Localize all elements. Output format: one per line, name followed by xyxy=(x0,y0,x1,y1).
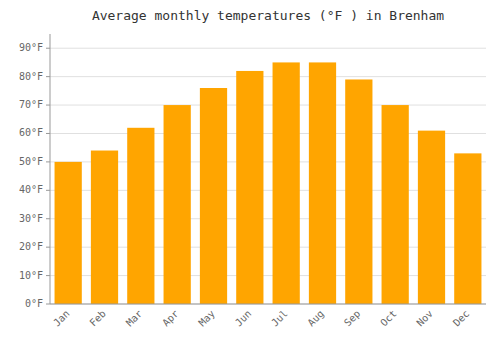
bars xyxy=(55,62,482,304)
x-tick-label: Aug xyxy=(305,308,326,329)
bar xyxy=(382,105,409,304)
x-tick-label: Oct xyxy=(378,308,399,329)
y-tick xyxy=(46,76,50,77)
grid-line xyxy=(50,76,486,77)
x-tick-label: Nov xyxy=(414,308,435,329)
bar xyxy=(91,151,118,304)
y-tick-label: 80°F xyxy=(19,71,43,82)
y-grid xyxy=(50,48,486,304)
y-tick-label: 50°F xyxy=(19,156,43,167)
y-tick xyxy=(46,275,50,276)
bar xyxy=(418,131,445,304)
x-tick-label: Sep xyxy=(342,308,363,329)
chart-container: Average monthly temperatures (°F ) in Br… xyxy=(0,0,500,350)
x-tick-label: Apr xyxy=(160,308,181,329)
bar xyxy=(55,162,82,304)
bar xyxy=(164,105,191,304)
y-tick xyxy=(46,161,50,162)
y-tick-label: 20°F xyxy=(19,241,43,252)
bar xyxy=(309,62,336,304)
y-tick xyxy=(46,133,50,134)
x-axis: Jan Feb Mar Apr May Jun Jul Aug Sep Oct Nov Dec xyxy=(50,304,486,328)
x-tick-label: Mar xyxy=(124,308,145,329)
y-tick-label: 0°F xyxy=(25,298,43,309)
y-tick-label: 70°F xyxy=(19,99,43,110)
y-axis-line xyxy=(50,34,51,304)
y-tick-label: 90°F xyxy=(19,42,43,53)
y-tick-label: 10°F xyxy=(19,270,43,281)
y-tick xyxy=(46,218,50,219)
bar xyxy=(345,79,372,304)
x-tick-label: Jan xyxy=(51,308,72,329)
x-tick-label: Dec xyxy=(451,308,472,329)
bar xyxy=(454,153,481,304)
x-axis-line xyxy=(50,304,486,305)
bar xyxy=(236,71,263,304)
bar xyxy=(200,88,227,304)
y-tick-label: 30°F xyxy=(19,213,43,224)
y-tick xyxy=(46,190,50,191)
x-tick-label: Jun xyxy=(233,308,254,329)
grid-line xyxy=(50,304,486,305)
bar xyxy=(273,62,300,304)
y-tick-label: 40°F xyxy=(19,184,43,195)
bar xyxy=(127,128,154,304)
y-tick xyxy=(46,105,50,106)
y-tick xyxy=(46,48,50,49)
x-tick-label: Feb xyxy=(87,308,108,329)
chart-title: Average monthly temperatures (°F ) in Br… xyxy=(92,8,444,23)
y-tick xyxy=(46,247,50,248)
y-tick-label: 60°F xyxy=(19,127,43,138)
grid-line xyxy=(50,105,486,106)
x-tick-label: Jul xyxy=(269,308,290,329)
y-axis: 0°F 10°F 20°F 30°F 40°F 50°F 60°F 70°F 80°F 90°F xyxy=(19,34,50,309)
grid-line xyxy=(50,48,486,49)
x-tick-label: May xyxy=(196,308,217,329)
chart-svg: Average monthly temperatures (°F ) in Br… xyxy=(0,0,500,350)
y-tick xyxy=(46,304,50,305)
